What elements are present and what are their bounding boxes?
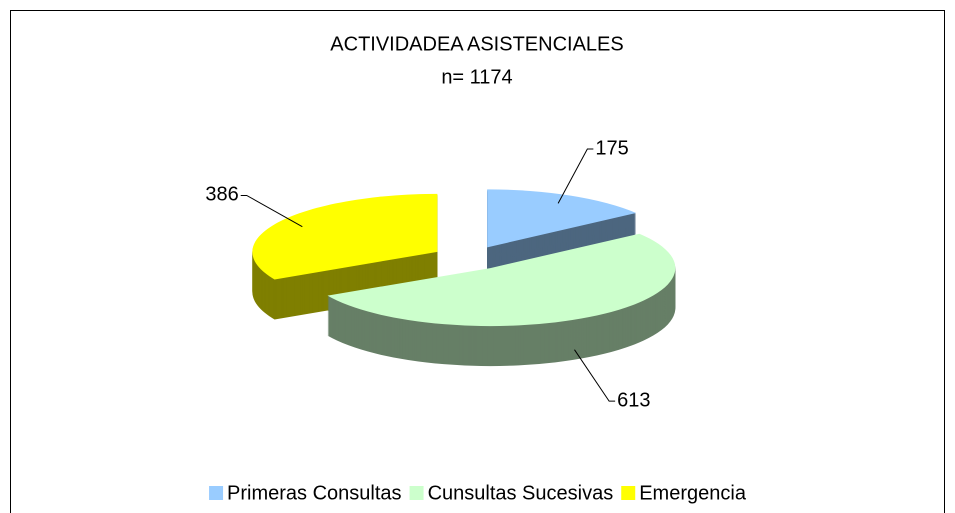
legend-label: Primeras Consultas <box>227 482 402 504</box>
chart-subtitle: n= 1174 <box>441 66 512 88</box>
data-label: 175 <box>595 137 628 159</box>
legend-label: Cunsultas Sucesivas <box>428 482 614 504</box>
leader-line <box>574 349 616 402</box>
slice <box>252 193 438 320</box>
leader-line <box>240 194 303 228</box>
legend-swatch <box>409 486 424 500</box>
slice-top <box>487 189 637 248</box>
legend-label: Emergencia <box>639 482 747 504</box>
legend-swatch <box>209 486 224 500</box>
legend-swatch <box>621 486 636 500</box>
data-label: 613 <box>617 389 650 411</box>
data-label: 386 <box>205 184 238 206</box>
chart-border <box>10 10 945 513</box>
chart-title: ACTIVIDADEA ASISTENCIALES <box>330 33 623 55</box>
slice-top <box>327 233 676 327</box>
slice <box>327 233 676 367</box>
slice-top <box>252 193 438 280</box>
leader-line <box>557 148 594 204</box>
